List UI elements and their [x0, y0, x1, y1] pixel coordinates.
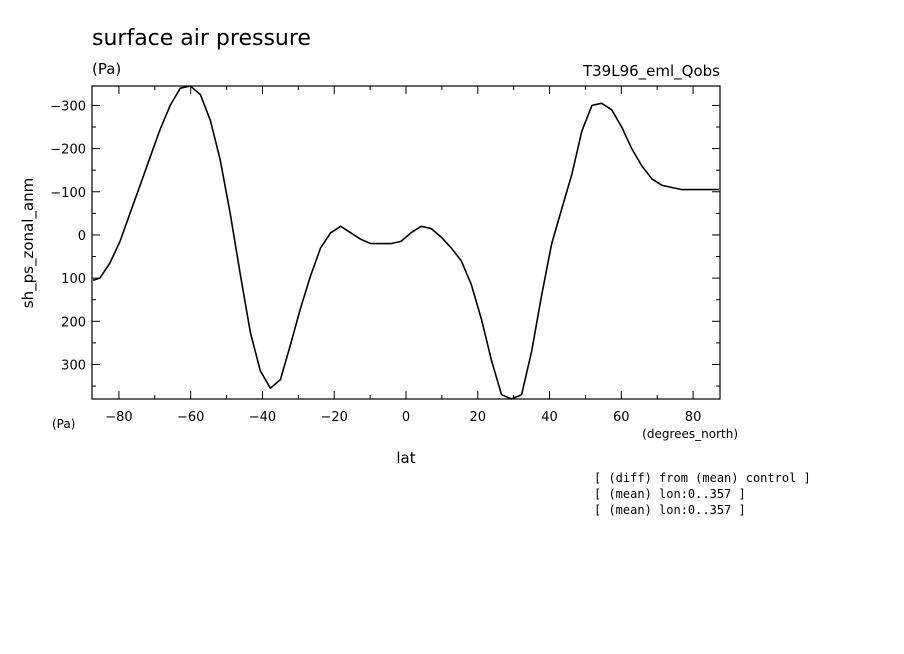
y-tick-label: −200: [50, 143, 86, 158]
x-tick-label: 0: [402, 410, 410, 425]
x-tick-label: −40: [249, 410, 276, 425]
note-line-1: [ (diff) from (mean) control ]: [594, 471, 811, 485]
axis-tick-labels: −80 −60 −40 −20 0 20 40 60 80−300−200−1000100200…: [50, 99, 701, 425]
note-line-3: [ (mean) lon:0..357 ]: [594, 503, 746, 517]
y-axis-label: sh_ps_zonal_anm: [19, 178, 38, 308]
y-tick-label: 0: [78, 229, 86, 244]
x-tick-label: 40: [541, 410, 558, 425]
x-tick-label: −80: [105, 410, 132, 425]
axis-ticks: [92, 86, 720, 399]
x-units: (degrees_north): [642, 427, 738, 441]
chart-title: surface air pressure: [92, 26, 311, 51]
x-tick-label: −20: [321, 410, 348, 425]
note-line-2: [ (mean) lon:0..357 ]: [594, 487, 746, 501]
x-tick-label: 60: [613, 410, 630, 425]
x-tick-label: 80: [685, 410, 702, 425]
y-tick-label: 300: [61, 358, 86, 373]
y-units-bottom: (Pa): [52, 417, 75, 431]
series-line: [92, 85, 719, 400]
x-tick-label: −60: [177, 410, 204, 425]
data-lines: [92, 85, 719, 400]
run-name: T39L96_eml_Qobs: [582, 62, 720, 81]
y-tick-label: 100: [61, 272, 86, 287]
x-axis-label: lat: [396, 449, 415, 467]
y-tick-label: 200: [61, 315, 86, 330]
y-tick-label: −300: [50, 99, 86, 114]
y-tick-label: −100: [50, 186, 86, 201]
y-units-top: (Pa): [92, 60, 121, 78]
x-tick-label: 20: [469, 410, 486, 425]
plot-frame: [91, 85, 721, 400]
